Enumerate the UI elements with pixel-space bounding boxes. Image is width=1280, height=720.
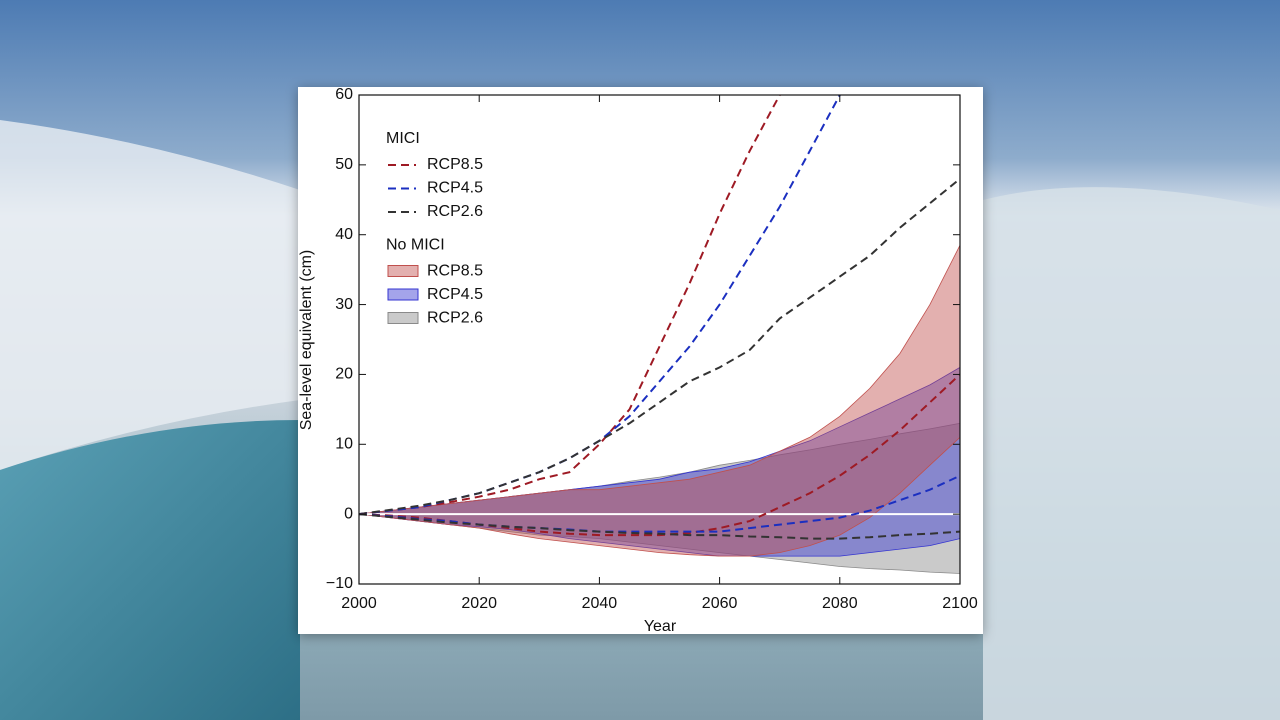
ice-cliff	[0, 120, 300, 470]
legend-swatch	[387, 312, 419, 324]
y-tick-label: 20	[335, 366, 353, 383]
plot-frame	[358, 94, 961, 585]
dashed-line	[359, 178, 960, 516]
x-tick-label: 2100	[942, 595, 978, 612]
chart-panel	[298, 87, 983, 634]
y-tick-label: 40	[335, 226, 353, 243]
band	[359, 245, 960, 557]
legend-title: MICI	[386, 130, 420, 147]
x-axis-label: Year	[644, 618, 677, 635]
legend-label: RCP2.6	[427, 310, 483, 327]
y-tick-label: −10	[326, 575, 353, 592]
y-tick-label: 30	[335, 296, 353, 313]
meltwater	[0, 420, 300, 720]
legend-swatch	[387, 288, 419, 301]
legend-title: No MICI	[386, 237, 445, 254]
legend-label: RCP4.5	[427, 286, 483, 303]
y-tick-label: 50	[335, 156, 353, 173]
dashed-line	[359, 474, 960, 533]
dashed-line	[359, 513, 960, 540]
x-tick-label: 2000	[341, 595, 377, 612]
legend-label: RCP4.5	[427, 180, 483, 197]
plot-area	[359, 95, 960, 574]
ice-field	[983, 187, 1280, 720]
y-tick-label: 60	[335, 86, 353, 103]
dashed-line	[359, 373, 960, 537]
y-tick-label: 0	[344, 505, 353, 522]
legend-label: RCP8.5	[427, 263, 483, 280]
y-axis-label: Sea-level equivalent (cm)	[298, 250, 315, 431]
x-tick-label: 2020	[461, 595, 497, 612]
x-tick-label: 2040	[582, 595, 618, 612]
legend-label: RCP8.5	[427, 156, 483, 173]
y-tick-label: 10	[335, 436, 353, 453]
legend-label: RCP2.6	[427, 203, 483, 220]
x-tick-label: 2060	[702, 595, 738, 612]
legend-swatch	[387, 265, 419, 277]
x-tick-label: 2080	[822, 595, 858, 612]
